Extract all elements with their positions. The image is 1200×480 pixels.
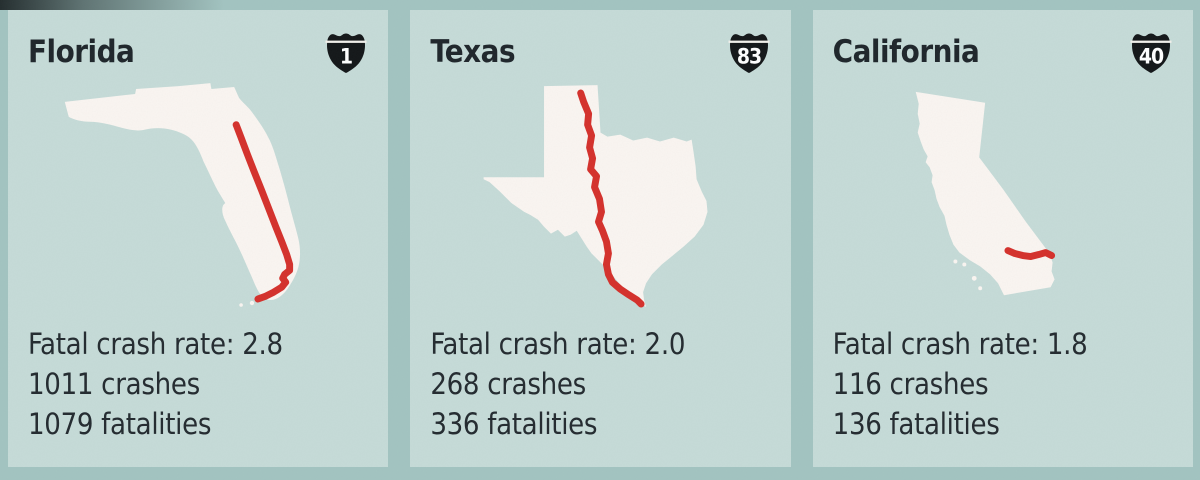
us-route-shield-icon: 83 [727, 30, 771, 76]
california-state-shape [915, 91, 1055, 296]
channel-island [953, 259, 958, 264]
florida-keys-island [238, 303, 243, 307]
panel-header-texas: Texas 83 [430, 30, 770, 80]
crashes-text: 268 crashes [430, 367, 586, 401]
route-number-40: 40 [1139, 45, 1164, 69]
fatal-crash-rate-text: Fatal crash rate: 2.8 [28, 327, 283, 361]
panel-header-florida: Florida 1 [28, 30, 368, 80]
fatal-crash-rate-text: Fatal crash rate: 2.0 [430, 327, 686, 361]
channel-island [978, 286, 982, 291]
state-title-florida: Florida [28, 34, 135, 70]
stats-california: Fatal crash rate: 1.8 116 crashes 136 fa… [833, 324, 1173, 444]
fatalities-text: 336 fatalities [430, 407, 598, 441]
texas-map [430, 80, 770, 318]
california-map [833, 80, 1173, 318]
fatalities-text: 1079 fatalities [28, 407, 212, 441]
channel-island [962, 262, 967, 267]
fatal-crash-rate-text: Fatal crash rate: 1.8 [832, 327, 1088, 361]
us-route-shield-icon: 1 [324, 30, 368, 76]
state-title-texas: Texas [430, 34, 516, 70]
state-title-california: California [832, 34, 980, 70]
route-number-83: 83 [737, 45, 761, 69]
panel-texas: Texas 83 Fatal crash rate: 2.0 268 crash… [410, 10, 791, 467]
panel-florida: Florida 1 Fatal crash rate: 2.8 1011 cra… [8, 10, 389, 467]
florida-keys-island [249, 300, 254, 306]
us-route-shield-icon: 40 [1129, 30, 1173, 76]
top-edge-shadow [0, 0, 280, 10]
panel-california: California 40 Fatal crash rate: 1.8 [812, 10, 1193, 467]
stats-florida: Fatal crash rate: 2.8 1011 crashes 1079 … [28, 324, 368, 444]
route-number-1: 1 [340, 45, 352, 69]
crashes-text: 116 crashes [832, 367, 989, 401]
fatalities-text: 136 fatalities [832, 407, 1000, 441]
stats-texas: Fatal crash rate: 2.0 268 crashes 336 fa… [430, 324, 770, 444]
crashes-text: 1011 crashes [28, 367, 200, 401]
infographic-panels: Florida 1 Fatal crash rate: 2.8 1011 cra… [8, 10, 1193, 467]
panel-header-california: California 40 [833, 30, 1173, 80]
channel-island [971, 275, 977, 281]
florida-map [28, 80, 368, 318]
